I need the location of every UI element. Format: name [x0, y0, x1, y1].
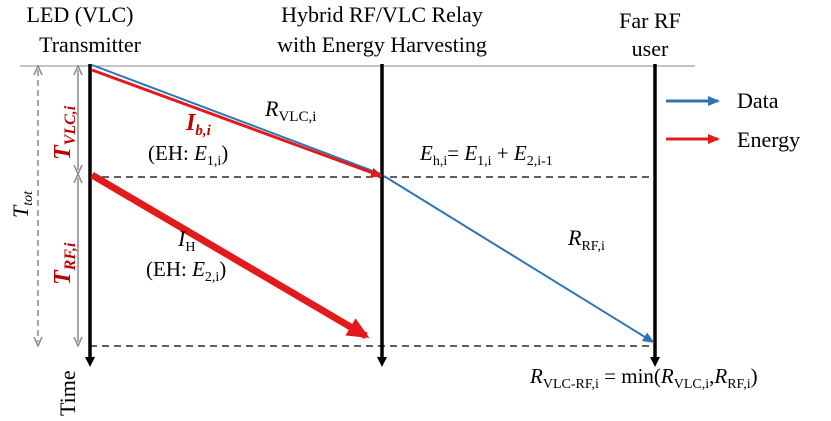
legend-energy-label: Energy: [737, 127, 800, 152]
r-total-equation: RVLC-RF,i = min(RVLC,i,RRF,i): [529, 364, 758, 392]
t-rf-label: TRF,i: [50, 242, 79, 285]
r-rf-label: RRF,i: [567, 225, 605, 254]
transmitter-header-line1: LED (VLC): [27, 2, 134, 27]
r-vlc-label: RVLC,i: [264, 96, 316, 125]
time-axis-label: Time: [55, 370, 80, 416]
vlc-energy-arrow: [91, 68, 383, 178]
e-h-equation: Eh,i= E1,i + E2,i-1: [419, 141, 553, 169]
eh1-label: (EH: E1,i): [148, 141, 228, 169]
i-h-label: IH: [177, 226, 195, 255]
vlc-data-arrow: [91, 64, 382, 175]
harvest-energy-arrow: [90, 171, 370, 340]
rf-data-arrow: [383, 175, 655, 344]
legend: Data Energy: [666, 88, 800, 152]
legend-data-label: Data: [737, 88, 779, 113]
i-b-label: Ib,i: [185, 110, 212, 139]
relay-header-line1: Hybrid RF/VLC Relay: [281, 2, 483, 27]
eh2-label: (EH: E2,i): [146, 257, 226, 285]
t-vlc-label: TVLC,i: [50, 105, 79, 160]
user-header-line2: user: [632, 36, 669, 61]
t-tot-label: Ttot: [8, 190, 36, 218]
transmitter-header-line2: Transmitter: [39, 32, 142, 57]
relay-header-line2: with Energy Harvesting: [277, 32, 487, 57]
user-header-line1: Far RF: [619, 8, 681, 33]
